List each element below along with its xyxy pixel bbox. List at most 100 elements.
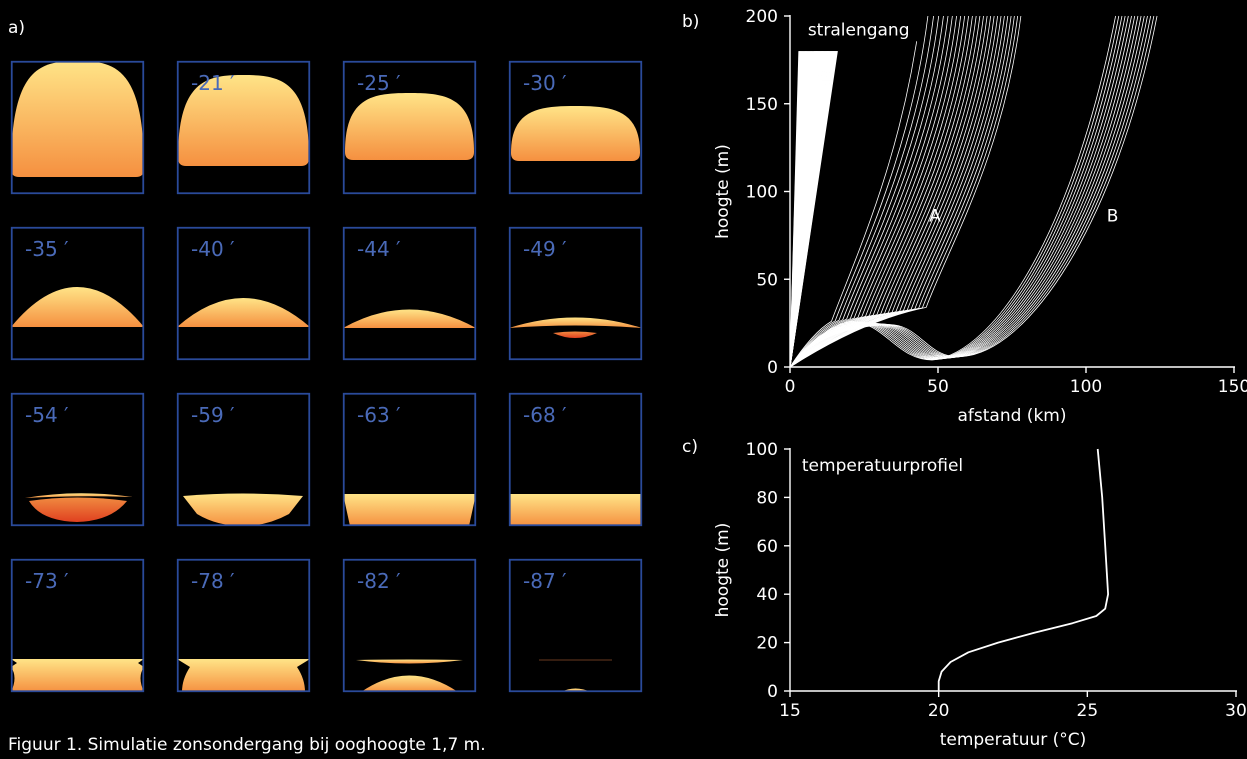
frame-label: -63 ′ bbox=[357, 403, 401, 427]
frame-border bbox=[342, 558, 477, 693]
frame-border bbox=[508, 558, 643, 693]
sun-shape bbox=[177, 298, 310, 327]
chart-c-title: temperatuurprofiel bbox=[802, 456, 963, 476]
sunset-frame bbox=[10, 60, 145, 195]
frame-border bbox=[10, 392, 145, 527]
sun-mirage bbox=[553, 331, 597, 338]
x-tick-label: 25 bbox=[1077, 701, 1099, 721]
panel-c-label: c) bbox=[682, 437, 698, 457]
frame-label: -25 ′ bbox=[357, 71, 401, 95]
frame-label: -68 ′ bbox=[523, 403, 567, 427]
frame-border bbox=[10, 60, 145, 195]
x-tick-label: 100 bbox=[1070, 377, 1102, 397]
y-tick-label: 0 bbox=[767, 682, 778, 702]
sun-mirage bbox=[29, 497, 127, 522]
axes-c: 15 20 25 30 0 20 40 60 80 100 temperatuur (°C) hoog… bbox=[713, 440, 1247, 750]
ray-line bbox=[789, 15, 984, 368]
ray-line bbox=[789, 15, 988, 368]
ray-line bbox=[789, 15, 1142, 368]
sunset-frame: -44 ′ bbox=[342, 226, 477, 361]
ray-annotation: A bbox=[929, 206, 941, 226]
ray-line bbox=[789, 15, 999, 368]
frame-label: -21 ′ bbox=[191, 71, 235, 95]
y-axis-label: hoogte (m) bbox=[713, 523, 733, 618]
sunset-frame: -35 ′ bbox=[10, 226, 145, 361]
ray-line bbox=[789, 15, 977, 368]
sun-mirage bbox=[361, 675, 458, 692]
sunset-frame: -49 ′ bbox=[508, 226, 643, 361]
y-tick-label: 40 bbox=[756, 585, 778, 605]
x-axis-label: temperatuur (°C) bbox=[940, 730, 1087, 750]
y-tick-label: 60 bbox=[756, 537, 778, 557]
ray-line bbox=[789, 15, 1152, 368]
ray-line bbox=[789, 15, 1158, 368]
sunset-frame: -40 ′ bbox=[176, 226, 311, 361]
sun-shape bbox=[11, 659, 144, 692]
ray-line bbox=[789, 15, 1002, 368]
sunset-frame: -25 ′ bbox=[342, 60, 477, 195]
y-tick-label: 100 bbox=[746, 440, 778, 460]
sun-shape bbox=[11, 287, 144, 327]
sun-shape bbox=[345, 93, 474, 160]
ray-line bbox=[789, 15, 929, 368]
sun-shape bbox=[356, 659, 463, 664]
x-axis-label: afstand (km) bbox=[958, 406, 1067, 426]
sun-shape bbox=[509, 494, 642, 526]
ray-line bbox=[789, 15, 981, 368]
axes-b: 0 50 100 150 0 50 100 150 200 afstand (km) hoogte … bbox=[713, 7, 1247, 426]
frame-border bbox=[176, 60, 311, 195]
sunset-frame: -78 ′ bbox=[176, 558, 311, 693]
frame-border bbox=[342, 60, 477, 195]
frame-border bbox=[10, 558, 145, 693]
y-tick-label: 150 bbox=[746, 95, 778, 115]
ray-line bbox=[789, 15, 1126, 368]
sun-shape bbox=[11, 61, 144, 177]
sun-shape bbox=[183, 493, 303, 526]
x-tick-label: 30 bbox=[1225, 701, 1247, 721]
ray-annotation: B bbox=[1107, 206, 1119, 226]
y-tick-label: 0 bbox=[767, 358, 778, 378]
figure-caption: Figuur 1. Simulatie zonsondergang bij oo… bbox=[8, 735, 486, 755]
frame-border bbox=[342, 392, 477, 527]
ray-line bbox=[789, 15, 1129, 368]
frame-label: -35 ′ bbox=[25, 237, 69, 261]
sun-shape bbox=[178, 75, 309, 166]
x-tick-label: 50 bbox=[927, 377, 949, 397]
sunset-frame: -73 ′ bbox=[10, 558, 145, 693]
chart-b-title-bg bbox=[801, 15, 922, 42]
sunset-frame: -30 ′ bbox=[508, 60, 643, 195]
x-tick-label: 150 bbox=[1218, 377, 1247, 397]
ray-line bbox=[789, 15, 1022, 368]
ray-bundle bbox=[789, 15, 1158, 368]
ray-line bbox=[789, 15, 995, 368]
ray-line bbox=[789, 15, 992, 368]
frame-label: -82 ′ bbox=[357, 569, 401, 593]
frame-border bbox=[508, 60, 643, 195]
y-tick-label: 50 bbox=[756, 270, 778, 290]
frame-label: -73 ′ bbox=[25, 569, 69, 593]
frame-label: -59 ′ bbox=[191, 403, 235, 427]
y-tick-label: 20 bbox=[756, 634, 778, 654]
frame-label: -78 ′ bbox=[191, 569, 235, 593]
frame-border bbox=[176, 226, 311, 361]
x-tick-label: 0 bbox=[785, 377, 796, 397]
x-tick-label: 15 bbox=[779, 701, 801, 721]
y-axis-label: hoogte (m) bbox=[713, 144, 733, 239]
ray-line bbox=[789, 15, 921, 368]
sun-shape bbox=[509, 317, 642, 328]
sun-shape bbox=[343, 494, 476, 526]
frame-border bbox=[10, 226, 145, 361]
sunset-frame-grid: -21 ′ -25 ′ -30 ′ -35 ′ -40 ′ -44 ′ -49 ′ -54 ′… bbox=[10, 60, 643, 693]
x-tick-label: 20 bbox=[928, 701, 950, 721]
frame-label: -40 ′ bbox=[191, 237, 235, 261]
ray-line bbox=[789, 51, 838, 368]
chart-b-title: stralengang bbox=[808, 20, 910, 40]
frame-border bbox=[176, 558, 311, 693]
sun-shape bbox=[25, 493, 133, 498]
sunset-frame: -54 ′ bbox=[10, 392, 145, 527]
y-tick-label: 80 bbox=[756, 488, 778, 508]
temperature-line bbox=[937, 448, 1109, 691]
ray-line bbox=[789, 15, 934, 368]
sunset-frame: -63 ′ bbox=[342, 392, 477, 527]
